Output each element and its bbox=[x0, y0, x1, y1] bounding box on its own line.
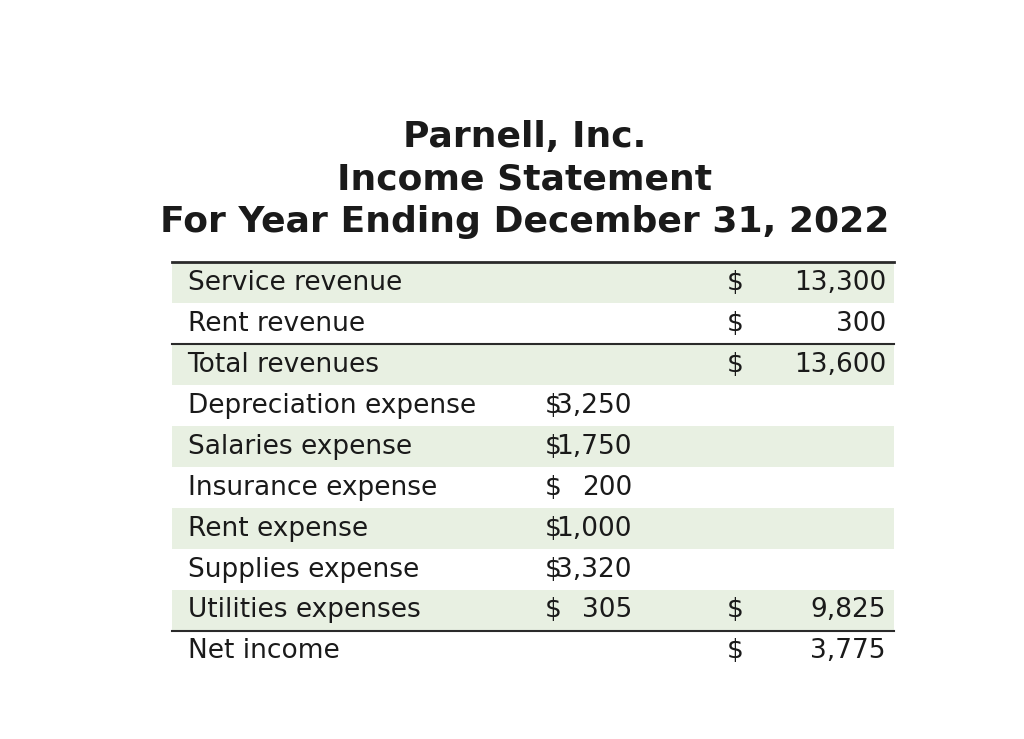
Text: Supplies expense: Supplies expense bbox=[187, 556, 419, 582]
Bar bbox=[172, 508, 894, 549]
Bar bbox=[172, 549, 894, 590]
Bar bbox=[172, 631, 894, 672]
Text: $: $ bbox=[545, 474, 561, 500]
Text: 3,250: 3,250 bbox=[556, 392, 632, 418]
Text: Total revenues: Total revenues bbox=[187, 352, 380, 378]
Text: $: $ bbox=[727, 310, 744, 337]
Bar bbox=[172, 344, 894, 385]
Bar bbox=[172, 385, 894, 426]
Text: $: $ bbox=[727, 597, 744, 624]
Text: Rent expense: Rent expense bbox=[187, 516, 368, 542]
Text: Service revenue: Service revenue bbox=[187, 270, 401, 296]
Text: 13,600: 13,600 bbox=[794, 352, 886, 378]
Text: $: $ bbox=[727, 270, 744, 296]
Text: 3,320: 3,320 bbox=[556, 556, 632, 582]
Text: $: $ bbox=[545, 434, 561, 460]
Bar bbox=[172, 303, 894, 344]
Text: 305: 305 bbox=[582, 597, 632, 624]
Bar bbox=[172, 467, 894, 508]
Text: $: $ bbox=[545, 392, 561, 418]
Text: $: $ bbox=[727, 352, 744, 378]
Bar bbox=[172, 426, 894, 467]
Text: $: $ bbox=[545, 597, 561, 624]
Text: Depreciation expense: Depreciation expense bbox=[187, 392, 475, 418]
Text: For Year Ending December 31, 2022: For Year Ending December 31, 2022 bbox=[160, 205, 890, 239]
Text: 9,825: 9,825 bbox=[810, 597, 886, 624]
Text: 13,300: 13,300 bbox=[794, 270, 886, 296]
Text: Utilities expenses: Utilities expenses bbox=[187, 597, 420, 624]
Text: Rent revenue: Rent revenue bbox=[187, 310, 365, 337]
Text: 300: 300 bbox=[836, 310, 886, 337]
Text: 1,000: 1,000 bbox=[556, 516, 632, 542]
Text: Net income: Net income bbox=[187, 638, 339, 664]
Text: 3,775: 3,775 bbox=[810, 638, 886, 664]
Text: Salaries expense: Salaries expense bbox=[187, 434, 412, 460]
Bar bbox=[172, 262, 894, 303]
Text: $: $ bbox=[545, 556, 561, 582]
Text: $: $ bbox=[545, 516, 561, 542]
Text: Parnell, Inc.: Parnell, Inc. bbox=[403, 120, 646, 154]
Text: 1,750: 1,750 bbox=[556, 434, 632, 460]
Text: Income Statement: Income Statement bbox=[337, 163, 713, 197]
Text: Insurance expense: Insurance expense bbox=[187, 474, 437, 500]
Bar bbox=[172, 590, 894, 631]
Text: $: $ bbox=[727, 638, 744, 664]
Text: 200: 200 bbox=[582, 474, 632, 500]
